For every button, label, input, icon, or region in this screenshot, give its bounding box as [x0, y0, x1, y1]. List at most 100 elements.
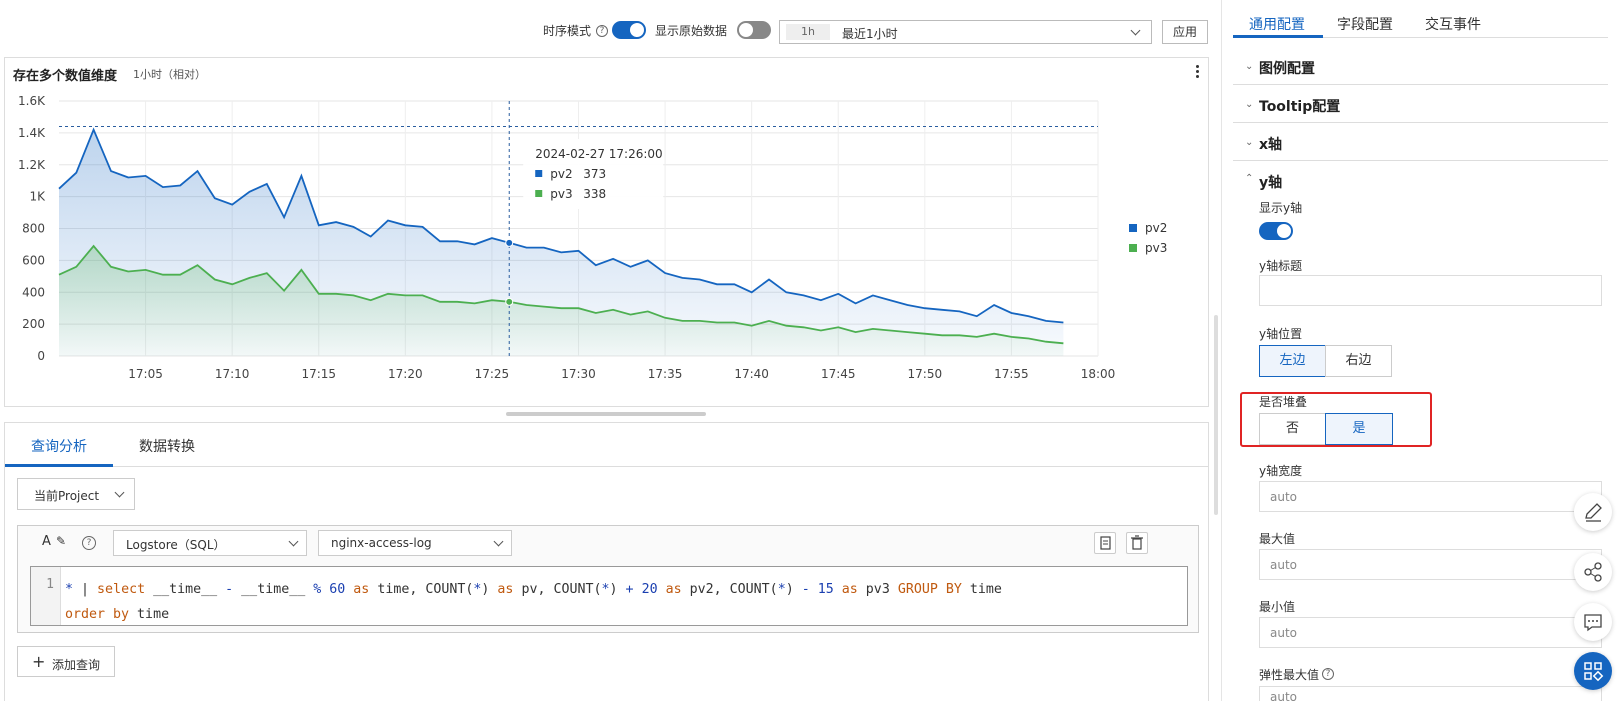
- max-value: auto: [1270, 558, 1298, 572]
- chevron-down-icon: ⌄: [1245, 99, 1254, 110]
- chevron-down-icon: [288, 536, 299, 547]
- store-type-value: Logstore（SQL）: [126, 538, 226, 552]
- elastic-max-input[interactable]: auto: [1259, 686, 1602, 701]
- chevron-down-icon: ⌄: [1245, 61, 1254, 72]
- add-query-button[interactable]: + 添加查询: [17, 646, 115, 677]
- store-type-select[interactable]: Logstore（SQL）: [113, 530, 307, 556]
- y-width-value: auto: [1270, 490, 1298, 504]
- tab-query-analysis[interactable]: 查询分析: [31, 439, 87, 455]
- legend-swatch-pv3: [1129, 244, 1137, 252]
- max-input[interactable]: auto: [1259, 549, 1602, 580]
- vertical-scrollbar[interactable]: [1214, 315, 1218, 515]
- section-legend[interactable]: ⌄ 图例配置: [1233, 47, 1608, 85]
- timeseries-mode-label: 时序模式: [543, 24, 592, 38]
- font-icon[interactable]: A: [42, 534, 51, 549]
- copy-icon: [1100, 536, 1111, 550]
- show-y-axis-label: 显示y轴: [1259, 201, 1303, 215]
- editor-toolbar: A ✎ ? Logstore（SQL） nginx-access-log: [18, 526, 1198, 560]
- chevron-down-icon: [493, 536, 504, 547]
- add-query-label: 添加查询: [52, 658, 101, 672]
- share-float-button[interactable]: [1574, 553, 1612, 591]
- y-tick-label: 0: [37, 349, 45, 363]
- tooltip-swatch: [535, 170, 543, 177]
- tooltip-series-value: 338: [583, 187, 606, 201]
- tab-general-config[interactable]: 通用配置: [1249, 17, 1305, 33]
- y-tick-label: 1.4K: [18, 126, 46, 140]
- section-y-axis[interactable]: ⌃ y轴: [1233, 161, 1608, 199]
- time-range-value: 最近1小时: [842, 27, 898, 41]
- chart-panel: 0 200 400 600 800 1K 1.2K 1.4K 1.6K 17:05 17:10 17:…: [4, 57, 1209, 407]
- stack-no[interactable]: 否: [1259, 413, 1326, 445]
- resize-handle[interactable]: [506, 412, 706, 416]
- x-tick-label: 18:00: [1081, 367, 1116, 381]
- apply-button[interactable]: 应用: [1162, 20, 1208, 44]
- share-icon: [1584, 562, 1602, 582]
- max-label: 最大值: [1259, 532, 1296, 546]
- active-tab-indicator: [1233, 35, 1323, 38]
- section-tooltip[interactable]: ⌄ Tooltip配置: [1233, 85, 1608, 123]
- delete-button[interactable]: [1126, 532, 1148, 554]
- y-position-left[interactable]: 左边: [1259, 345, 1326, 377]
- area-chart[interactable]: 0 200 400 600 800 1K 1.2K 1.4K 1.6K 17:05 17:10 17:…: [5, 58, 1210, 408]
- tab-interaction-events[interactable]: 交互事件: [1425, 17, 1481, 33]
- project-select-value: 当前Project: [34, 489, 100, 503]
- y-tick-label: 800: [22, 222, 45, 236]
- apps-float-button[interactable]: [1574, 652, 1612, 690]
- time-range-select[interactable]: 1h 最近1小时: [779, 20, 1152, 44]
- chevron-down-icon: ⌄: [1245, 137, 1254, 148]
- tab-data-transform[interactable]: 数据转换: [139, 439, 195, 455]
- tab-field-config[interactable]: 字段配置: [1337, 17, 1393, 33]
- y-width-label: y轴宽度: [1259, 464, 1303, 478]
- elastic-max-label: 弹性最大值: [1259, 668, 1320, 682]
- min-input[interactable]: auto: [1259, 617, 1602, 648]
- y-title-input[interactable]: [1259, 275, 1602, 306]
- query-panel: 查询分析 数据转换 当前Project A ✎ ? Logstore（SQL） …: [4, 422, 1209, 701]
- y-tick-label: 600: [22, 253, 45, 267]
- pencil-icon[interactable]: ✎: [56, 534, 67, 548]
- help-icon[interactable]: ?: [82, 536, 96, 550]
- highlight-annotation: [1240, 392, 1432, 447]
- apps-icon: [1584, 662, 1604, 682]
- y-position-right[interactable]: 右边: [1325, 345, 1392, 377]
- chart-subtitle: 1小时（相对）: [133, 68, 206, 81]
- tooltip-series-name: pv2: [550, 167, 572, 181]
- section-x-axis-label: x轴: [1259, 137, 1283, 153]
- legend-label-pv2: pv2: [1145, 221, 1167, 235]
- series-area-pv3: [59, 246, 1064, 356]
- section-x-axis[interactable]: ⌄ x轴: [1233, 123, 1608, 161]
- panel-divider: [1221, 0, 1222, 701]
- y-title-label: y轴标题: [1259, 259, 1303, 273]
- logstore-select[interactable]: nginx-access-log: [318, 530, 512, 556]
- show-y-axis-toggle[interactable]: [1259, 222, 1293, 240]
- time-range-chip: 1h: [786, 24, 830, 40]
- chevron-down-icon: [1130, 25, 1141, 36]
- active-tab-indicator: [5, 464, 113, 467]
- x-tick-label: 17:40: [734, 367, 769, 381]
- edit-float-button[interactable]: [1574, 493, 1612, 531]
- y-tick-label: 200: [22, 317, 45, 331]
- project-select[interactable]: 当前Project: [17, 478, 135, 510]
- timeseries-mode-toggle[interactable]: [612, 21, 646, 39]
- section-tooltip-label: Tooltip配置: [1259, 99, 1341, 115]
- y-width-input[interactable]: auto: [1259, 481, 1602, 512]
- tooltip-series-name: pv3: [550, 187, 572, 201]
- more-menu-icon[interactable]: [1192, 64, 1202, 80]
- x-tick-label: 17:25: [475, 367, 510, 381]
- y-tick-label: 400: [22, 285, 45, 299]
- feedback-float-button[interactable]: [1574, 603, 1612, 641]
- chart-toolbar: 时序模式 ? 显示原始数据 1h 最近1小时 应用: [0, 18, 1208, 44]
- series-line-pv2: [58, 127, 1064, 324]
- x-tick-label: 17:15: [301, 367, 336, 381]
- legend-swatch-pv2: [1129, 224, 1137, 232]
- help-icon[interactable]: ?: [1322, 668, 1334, 680]
- copy-button[interactable]: [1094, 532, 1116, 554]
- sql-code-area[interactable]: 1 * | select __time__ - __time__ % 60 as…: [30, 566, 1188, 626]
- y-tick-label: 1.2K: [18, 158, 46, 172]
- pencil-icon: [1585, 503, 1602, 522]
- raw-data-toggle[interactable]: [737, 21, 771, 39]
- stack-yes[interactable]: 是: [1325, 413, 1393, 445]
- help-icon[interactable]: ?: [596, 25, 608, 37]
- sql-code: * | select __time__ - __time__ % 60 as t…: [65, 582, 1002, 622]
- x-tick-label: 17:10: [215, 367, 250, 381]
